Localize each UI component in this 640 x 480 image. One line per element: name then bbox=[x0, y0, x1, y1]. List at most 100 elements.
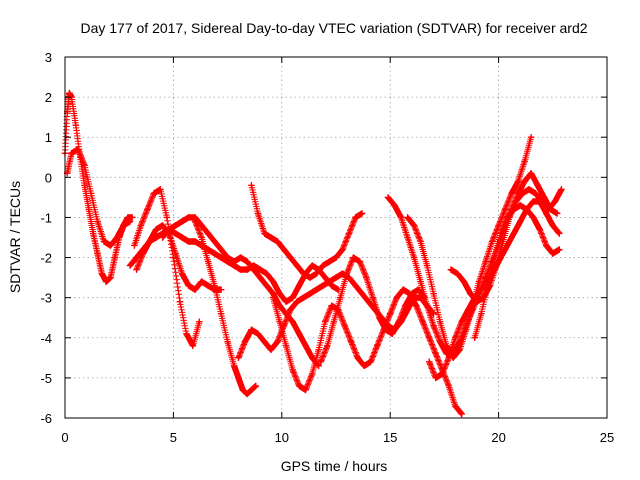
series-track-7 bbox=[191, 218, 259, 398]
data-point bbox=[367, 358, 374, 366]
data-point bbox=[417, 238, 424, 245]
data-point bbox=[458, 410, 465, 418]
data-point bbox=[248, 386, 255, 394]
data-point bbox=[465, 306, 472, 313]
data-point bbox=[504, 242, 511, 249]
data-point bbox=[74, 146, 82, 153]
data-point bbox=[384, 194, 392, 201]
data-point bbox=[159, 222, 166, 229]
data-point bbox=[308, 262, 316, 269]
x-axis-label: GPS time / hours bbox=[281, 458, 388, 474]
y-tick-label: 1 bbox=[45, 130, 52, 145]
plot-frame bbox=[64, 56, 608, 419]
data-point bbox=[419, 318, 426, 325]
data-point bbox=[282, 298, 290, 305]
data-point bbox=[157, 186, 164, 193]
y-axis-label: SDTVAR / TECUs bbox=[7, 181, 23, 293]
data-point bbox=[558, 186, 565, 193]
y-tick-labels: -6 -5 -4 -3 -2 -1 0 1 2 3 bbox=[40, 50, 52, 426]
data-point bbox=[352, 282, 359, 289]
data-point bbox=[256, 274, 264, 281]
data-point bbox=[254, 210, 262, 217]
data-point bbox=[382, 326, 390, 333]
data-point bbox=[261, 230, 268, 237]
data-point bbox=[436, 338, 444, 345]
data-point bbox=[230, 362, 238, 370]
data-point bbox=[185, 238, 192, 245]
data-point bbox=[326, 278, 333, 285]
data-point bbox=[484, 282, 491, 289]
data-point bbox=[527, 170, 535, 177]
data-point bbox=[302, 342, 309, 349]
data-point bbox=[313, 286, 320, 293]
data-point bbox=[66, 89, 73, 97]
data-point bbox=[345, 230, 353, 237]
data-point bbox=[376, 314, 383, 321]
data-point bbox=[94, 250, 101, 257]
series-track-11 bbox=[317, 254, 429, 366]
data-point bbox=[176, 298, 184, 305]
data-point bbox=[432, 374, 439, 382]
data-point bbox=[269, 294, 277, 301]
data-point bbox=[478, 310, 485, 317]
data-point bbox=[543, 210, 550, 217]
data-point bbox=[165, 226, 173, 233]
data-point bbox=[534, 182, 541, 189]
x-tick-label: 0 bbox=[61, 430, 68, 445]
data-point bbox=[330, 318, 338, 325]
data-point bbox=[131, 242, 138, 249]
data-point bbox=[178, 270, 186, 277]
data-point bbox=[397, 214, 405, 221]
data-point bbox=[332, 274, 340, 281]
data-point bbox=[81, 182, 88, 189]
data-point bbox=[452, 334, 459, 341]
data-point bbox=[410, 254, 418, 261]
data-point bbox=[400, 286, 407, 293]
series-track-5 bbox=[133, 222, 225, 293]
data-point bbox=[113, 234, 121, 241]
data-point bbox=[237, 266, 244, 273]
data-point bbox=[295, 382, 303, 390]
axis-ticks bbox=[64, 56, 608, 419]
x-tick-label: 10 bbox=[275, 430, 289, 445]
data-point bbox=[413, 302, 420, 309]
data-point bbox=[107, 242, 114, 249]
data-point bbox=[551, 198, 559, 205]
data-point bbox=[482, 258, 489, 265]
data-point bbox=[556, 230, 563, 237]
data-point bbox=[289, 318, 296, 325]
data-point bbox=[530, 198, 537, 205]
data-point bbox=[72, 121, 80, 129]
data-point bbox=[100, 238, 108, 245]
data-point bbox=[452, 402, 459, 410]
data-point bbox=[445, 382, 452, 390]
data-point bbox=[237, 254, 244, 261]
data-point bbox=[391, 202, 398, 209]
y-tick-label: 3 bbox=[45, 50, 52, 65]
data-point bbox=[274, 338, 281, 345]
series-track-2 bbox=[63, 146, 134, 249]
data-point bbox=[178, 234, 186, 241]
data-point bbox=[538, 198, 546, 205]
data-point bbox=[263, 270, 270, 277]
data-point bbox=[224, 338, 231, 345]
data-point bbox=[525, 186, 533, 193]
data-point bbox=[159, 234, 166, 241]
data-point bbox=[172, 230, 179, 237]
data-point bbox=[196, 318, 203, 325]
data-point bbox=[358, 210, 366, 217]
data-point bbox=[191, 238, 199, 245]
data-point bbox=[417, 278, 424, 285]
data-point bbox=[315, 346, 322, 354]
data-point bbox=[445, 354, 452, 362]
data-point bbox=[343, 270, 351, 277]
data-point bbox=[250, 266, 257, 273]
data-point bbox=[172, 222, 179, 229]
data-point bbox=[68, 150, 75, 157]
data-point bbox=[493, 262, 500, 269]
data-point bbox=[217, 254, 225, 261]
data-point bbox=[471, 334, 478, 341]
data-point bbox=[248, 182, 255, 189]
data-point bbox=[352, 214, 359, 221]
